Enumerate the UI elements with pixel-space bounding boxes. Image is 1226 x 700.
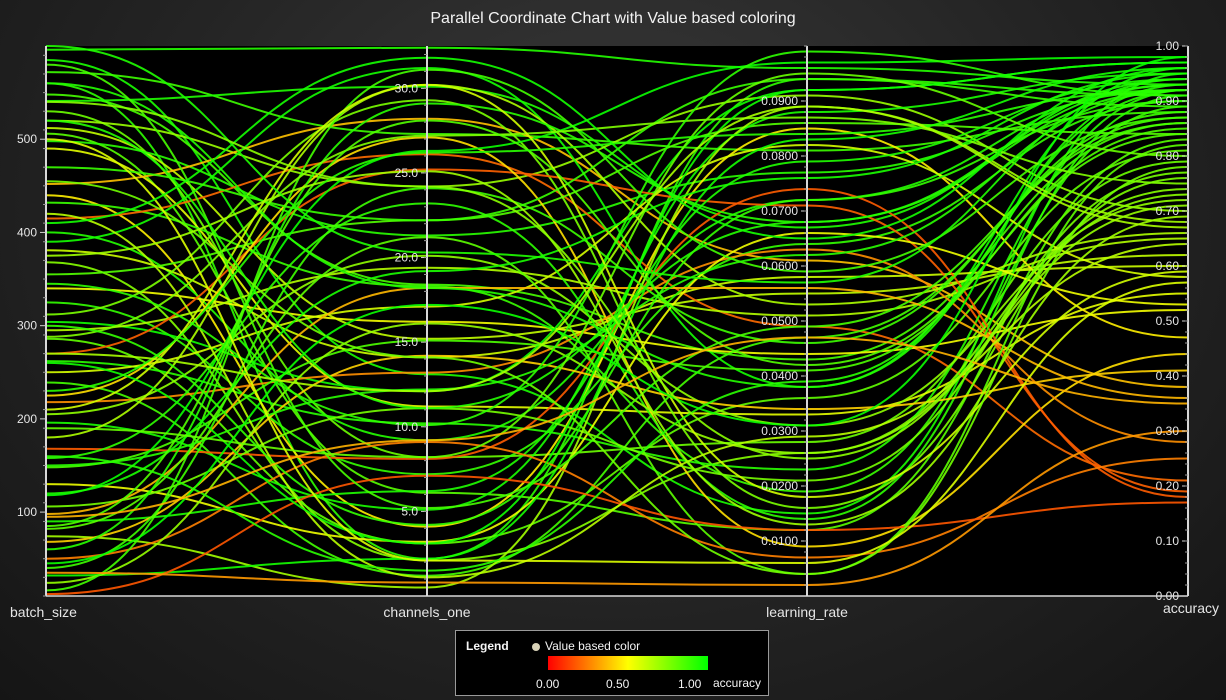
- tick-label-learning_rate: 0.0700: [761, 204, 798, 218]
- axes: 100 200 300 400 500 batch_size 5.0 10.0 15.0 20.0…: [10, 39, 1219, 620]
- data-line: [45, 56, 1189, 497]
- data-line: [45, 67, 1189, 577]
- axis-title-batch_size: batch_size: [10, 604, 77, 620]
- tick-label-channels_one: 20.0: [395, 251, 419, 265]
- data-line: [45, 212, 1189, 579]
- tick-label-learning_rate: 0.0800: [761, 149, 798, 163]
- data-line: [45, 72, 1189, 495]
- data-line: [45, 105, 1189, 393]
- data-line: [45, 430, 1189, 587]
- legend-tick-mid: 0.50: [606, 677, 630, 691]
- tick-label-batch_size: 100: [17, 505, 37, 519]
- tick-label-accuracy: 0.20: [1156, 479, 1180, 493]
- tick-label-accuracy: 1.00: [1156, 39, 1180, 53]
- legend-tick-min: 0.00: [536, 677, 560, 691]
- data-line: [45, 50, 1189, 427]
- legend-series-marker: [532, 643, 540, 651]
- tick-label-batch_size: 200: [17, 412, 37, 426]
- tick-label-accuracy: 0.30: [1156, 424, 1180, 438]
- data-line: [45, 100, 1189, 460]
- tick-label-learning_rate: 0.0900: [761, 94, 798, 108]
- axis-title-learning_rate: learning_rate: [766, 604, 848, 620]
- data-line: [45, 100, 1189, 526]
- tick-label-accuracy: 0.40: [1156, 369, 1180, 383]
- data-line: [45, 89, 1189, 237]
- data-line: [45, 94, 1189, 212]
- tick-label-learning_rate: 0.0600: [761, 259, 798, 273]
- data-line: [45, 89, 1189, 392]
- data-line: [45, 170, 1189, 526]
- data-line: [45, 153, 1189, 482]
- tick-label-batch_size: 300: [17, 319, 37, 333]
- data-line: [45, 127, 1189, 528]
- tick-label-accuracy: 0.50: [1156, 314, 1180, 328]
- tick-label-learning_rate: 0.0300: [761, 424, 798, 438]
- data-line: [45, 77, 1189, 222]
- tick-label-learning_rate: 0.0100: [761, 534, 798, 548]
- tick-label-accuracy: 0.10: [1156, 534, 1180, 548]
- data-line: [45, 119, 1189, 528]
- tick-label-channels_one: 15.0: [395, 335, 419, 349]
- tick-label-learning_rate: 0.0500: [761, 314, 798, 328]
- data-line: [45, 89, 1189, 572]
- legend-field-label: accuracy: [713, 676, 762, 690]
- legend-tick-max: 1.00: [678, 677, 702, 691]
- tick-label-accuracy: 0.80: [1156, 149, 1180, 163]
- data-line: [45, 171, 1189, 508]
- data-line: [45, 199, 1189, 427]
- tick-label-accuracy: 0.60: [1156, 259, 1180, 273]
- data-line: [45, 56, 1189, 240]
- data-line: [45, 166, 1189, 576]
- data-line: [45, 286, 1189, 515]
- data-line: [45, 105, 1189, 493]
- data-line: [45, 72, 1189, 511]
- tick-label-accuracy: 0.90: [1156, 94, 1180, 108]
- tick-label-channels_one: 10.0: [395, 420, 419, 434]
- data-line: [45, 78, 1189, 523]
- tick-label-learning_rate: 0.0200: [761, 479, 798, 493]
- legend-title: Legend: [466, 639, 509, 653]
- data-line: [45, 105, 1189, 589]
- data-line: [45, 474, 1189, 596]
- data-line: [45, 138, 1189, 565]
- data-line: [45, 136, 1189, 548]
- tick-label-batch_size: 500: [17, 132, 37, 146]
- data-line: [45, 61, 1189, 545]
- axis-title-accuracy: accuracy: [1163, 600, 1219, 616]
- tick-label-channels_one: 25.0: [395, 166, 419, 180]
- data-line: [45, 144, 1189, 576]
- tick-label-learning_rate: 0.0400: [761, 369, 798, 383]
- legend-color-scale: [548, 656, 708, 670]
- legend-series-label: Value based color: [545, 639, 641, 653]
- tick-label-accuracy: 0.70: [1156, 204, 1180, 218]
- data-line: [45, 231, 1189, 543]
- data-line: [45, 83, 1189, 410]
- tick-label-channels_one: 30.0: [395, 81, 419, 95]
- tick-label-batch_size: 400: [17, 225, 37, 239]
- legend: Legend Value based color 0.00 0.50 1.00 …: [455, 630, 769, 696]
- axis-title-channels_one: channels_one: [383, 604, 470, 620]
- data-lines: [45, 45, 1189, 596]
- chart-title: Parallel Coordinate Chart with Value bas…: [430, 10, 796, 27]
- data-line: [45, 83, 1189, 499]
- tick-label-channels_one: 5.0: [401, 504, 418, 518]
- data-line: [45, 336, 1189, 518]
